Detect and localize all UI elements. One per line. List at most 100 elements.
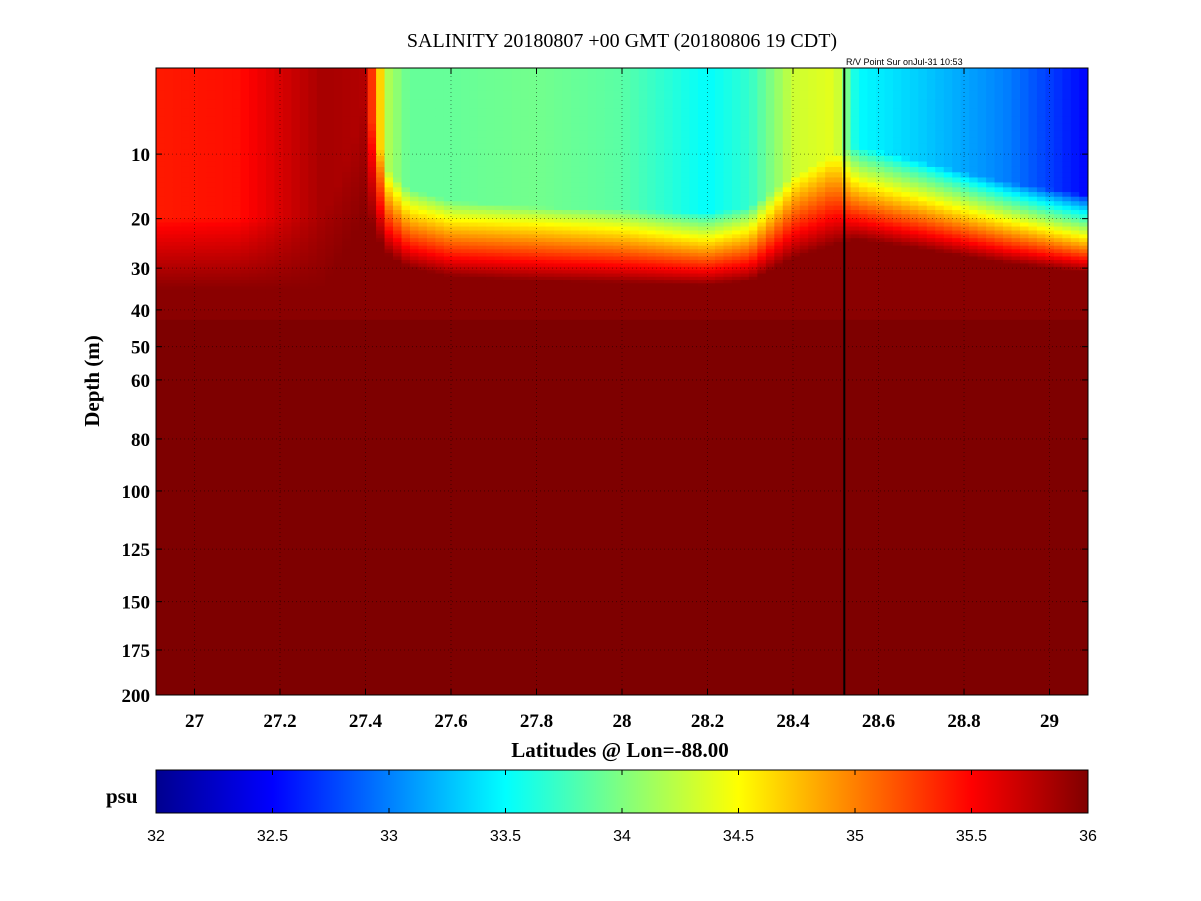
- heatmap-cell: [875, 289, 885, 294]
- heatmap-cell: [638, 286, 648, 291]
- heatmap-cell: [630, 273, 640, 278]
- heatmap-cell: [698, 196, 708, 202]
- heatmap-cell: [486, 266, 496, 271]
- heatmap-cell: [842, 143, 852, 151]
- heatmap-cell: [494, 116, 504, 125]
- heatmap-cell: [842, 241, 852, 247]
- heatmap-cell: [308, 256, 318, 261]
- heatmap-cell: [587, 79, 597, 91]
- heatmap-cell: [748, 301, 758, 306]
- heatmap-cell: [359, 230, 369, 235]
- heatmap-cell: [469, 273, 479, 278]
- heatmap-cell: [825, 238, 835, 243]
- heatmap-cell: [503, 201, 513, 207]
- heatmap-cell: [393, 177, 403, 183]
- heatmap-cell: [935, 192, 945, 198]
- heatmap-cell: [791, 292, 801, 297]
- heatmap-cell: [426, 166, 436, 173]
- heatmap-cell: [511, 177, 521, 183]
- heatmap-cell: [164, 79, 174, 91]
- heatmap-cell: [731, 222, 741, 228]
- heatmap-cell: [875, 259, 885, 264]
- heatmap-cell: [647, 298, 657, 303]
- heatmap-cell: [621, 108, 631, 117]
- heatmap-cell: [316, 256, 326, 261]
- heatmap-cell: [554, 263, 563, 268]
- heatmap-cell: [418, 79, 428, 91]
- heatmap-cell: [723, 301, 733, 306]
- heatmap-cell: [748, 79, 758, 91]
- heatmap-cell: [621, 283, 631, 287]
- heatmap-cell: [715, 263, 724, 268]
- heatmap-cell: [342, 226, 352, 231]
- heatmap-cell: [274, 90, 284, 101]
- heatmap-cell: [265, 137, 275, 145]
- heatmap-cell: [393, 270, 403, 275]
- heatmap-cell: [274, 304, 284, 309]
- heatmap-cell: [384, 230, 394, 235]
- heatmap-cell: [689, 249, 699, 254]
- heatmap-cell: [537, 304, 547, 309]
- heatmap-cell: [731, 226, 741, 231]
- heatmap-cell: [833, 149, 843, 157]
- heatmap-cell: [816, 123, 826, 132]
- heatmap-cell: [469, 187, 479, 193]
- heatmap-cell: [740, 263, 750, 268]
- heatmap-cell: [901, 249, 911, 254]
- heatmap-cell: [901, 230, 911, 235]
- heatmap-cell: [452, 182, 462, 188]
- heatmap-cell: [664, 230, 674, 235]
- heatmap-cell: [494, 166, 504, 173]
- heatmap-cell: [511, 289, 521, 294]
- heatmap-cell: [630, 130, 640, 138]
- heatmap-cell: [215, 108, 225, 117]
- heatmap-cell: [359, 166, 369, 173]
- heatmap-cell: [367, 245, 377, 250]
- heatmap-cell: [884, 273, 894, 278]
- heatmap-cell: [884, 270, 894, 275]
- heatmap-cell: [757, 292, 767, 297]
- heatmap-cell: [867, 182, 877, 188]
- heatmap-cell: [367, 252, 377, 257]
- heatmap-cell: [570, 238, 580, 243]
- heatmap-cell: [426, 307, 436, 312]
- heatmap-cell: [630, 177, 640, 183]
- heatmap-cell: [189, 304, 199, 309]
- heatmap-cell: [409, 280, 419, 284]
- heatmap-cell: [833, 286, 843, 291]
- heatmap-cell: [308, 245, 318, 250]
- heatmap-cell: [850, 137, 860, 145]
- heatmap-cell: [765, 116, 775, 125]
- heatmap-cell: [875, 252, 885, 257]
- heatmap-cell: [223, 192, 233, 198]
- heatmap-cell: [698, 245, 708, 250]
- heatmap-cell: [215, 313, 225, 317]
- heatmap-cell: [799, 149, 809, 157]
- heatmap-cell: [570, 123, 580, 132]
- heatmap-cell: [681, 280, 691, 284]
- heatmap-cell: [808, 245, 818, 250]
- heatmap-cell: [376, 316, 386, 320]
- heatmap-cell: [689, 259, 699, 264]
- heatmap-cell: [681, 273, 691, 278]
- heatmap-cell: [706, 214, 716, 219]
- heatmap-cell: [647, 249, 657, 254]
- heatmap-cell: [181, 234, 191, 239]
- heatmap-cell: [731, 298, 741, 303]
- heatmap-cell: [308, 205, 318, 211]
- heatmap-cell: [689, 149, 699, 157]
- heatmap-cell: [308, 222, 318, 228]
- heatmap-cell: [681, 166, 691, 173]
- heatmap-cell: [359, 182, 369, 188]
- heatmap-cell: [350, 307, 360, 312]
- heatmap-cell: [774, 116, 784, 125]
- heatmap-cell: [350, 226, 360, 231]
- heatmap-cell: [460, 192, 470, 198]
- heatmap-cell: [850, 149, 860, 157]
- heatmap-cell: [477, 263, 487, 268]
- heatmap-cell: [892, 280, 902, 284]
- heatmap-cell: [249, 273, 258, 278]
- heatmap-cell: [291, 283, 301, 287]
- heatmap-cell: [918, 298, 928, 303]
- heatmap-cell: [638, 238, 648, 243]
